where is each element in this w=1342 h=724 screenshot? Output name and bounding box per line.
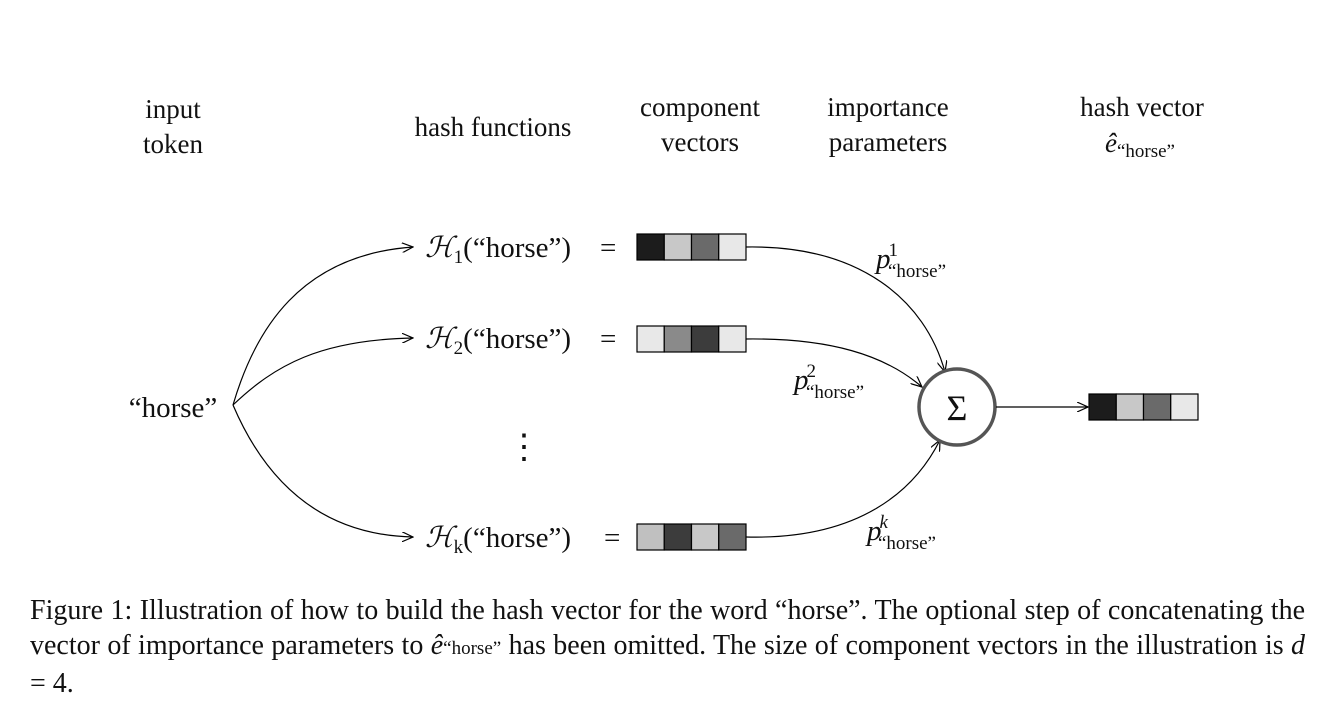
header-hash-vector: hash vector (1080, 92, 1204, 122)
vector-cell (663, 233, 693, 261)
header-hash-functions: hash functions (415, 112, 572, 142)
hash-function-k: ℋk(“horse”) (425, 522, 571, 558)
vector-cell (663, 523, 693, 551)
component-vector-k (636, 523, 747, 551)
header-importance-line2: parameters (829, 127, 947, 157)
hash-function-1: ℋ1(“horse”) (425, 232, 571, 268)
input-token: “horse” (129, 392, 218, 424)
arrow-vector1-to-sum (745, 246, 945, 372)
vector-cell (718, 233, 747, 261)
figure-caption: Figure 1: Illustration of how to build t… (30, 593, 1305, 701)
vector-cell (636, 325, 665, 353)
caption-text-3: = 4. (30, 668, 74, 699)
sum-node (917, 367, 997, 447)
header-importance-line1: importance (827, 92, 948, 122)
caption-variable: d (1291, 630, 1305, 661)
vector-cell (1170, 393, 1199, 421)
header-input-line2: token (143, 129, 203, 159)
header-component-line2: vectors (661, 127, 739, 157)
caption-symbol: ê (430, 630, 444, 661)
vector-cell (1115, 393, 1145, 421)
vector-cell (636, 233, 665, 261)
vector-cell (636, 523, 665, 551)
header-input-line1: input (145, 94, 201, 124)
output-hash-vector (1088, 393, 1199, 421)
importance-param-2: p2 “horse” (792, 361, 864, 403)
arrow-token-to-hk (232, 404, 413, 537)
component-vector-2 (636, 325, 747, 353)
caption-text-1: Figure 1: Illustration of how to build t… (30, 595, 1305, 661)
vector-cell (1088, 393, 1117, 421)
vector-cell (718, 325, 747, 353)
arrow-vectork-to-sum (745, 440, 940, 538)
caption-symbol-sub: “horse” (443, 638, 502, 659)
importance-param-1: p1 “horse” (874, 240, 946, 282)
arrow-token-to-h2 (232, 338, 413, 406)
vector-cell (690, 523, 720, 551)
vector-cell (690, 325, 720, 353)
vector-cell (690, 233, 720, 261)
caption-text-2: has been omitted. The size of component … (501, 630, 1291, 661)
vector-cell (718, 523, 747, 551)
arrow-token-to-h1 (232, 247, 413, 406)
equals-sign-k: = (604, 522, 620, 554)
importance-param-k: pk “horse” (865, 512, 936, 554)
hash-function-2: ℋ2(“horse”) (425, 323, 571, 359)
header-hash-vector-symbol: ê“horse” (1105, 128, 1175, 162)
component-vector-1 (636, 233, 747, 261)
arrow-vector2-to-sum (745, 338, 922, 387)
vector-cell (1142, 393, 1172, 421)
header-component-line1: component (640, 92, 760, 122)
hash-vector-diagram: input token hash functions component vec… (129, 92, 1204, 558)
sum-symbol: Σ (947, 388, 968, 428)
vertical-ellipsis: ⋮ (507, 429, 541, 466)
vector-cell (663, 325, 693, 353)
equals-sign-2: = (600, 323, 616, 355)
equals-sign-1: = (600, 232, 616, 264)
